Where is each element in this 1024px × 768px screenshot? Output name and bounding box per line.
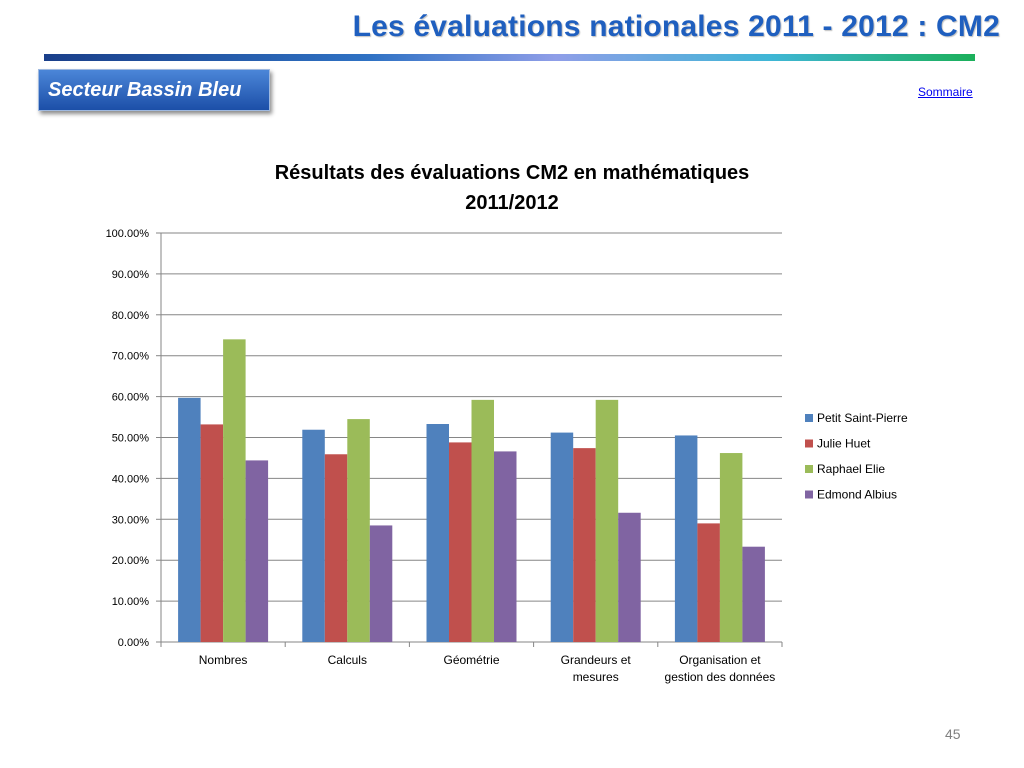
bar <box>369 525 393 642</box>
y-tick-label: 10.00% <box>112 596 150 608</box>
bar <box>426 424 449 642</box>
x-tick-label: Nombres <box>199 653 248 667</box>
bar <box>178 397 201 642</box>
slide-title: Les évaluations nationales 2011 - 2012 :… <box>352 10 1000 43</box>
y-tick-label: 50.00% <box>112 433 150 445</box>
bar <box>674 435 698 642</box>
x-tick-label: Organisation et <box>679 653 761 667</box>
bar <box>573 448 596 642</box>
sector-label-box: Secteur Bassin Bleu <box>38 69 270 111</box>
y-tick-label: 30.00% <box>112 514 150 526</box>
legend-swatch <box>805 439 813 448</box>
chart-title-line-1: Résultats des évaluations CM2 en mathéma… <box>274 162 750 184</box>
legend-swatch <box>805 414 813 422</box>
y-tick-label: 90.00% <box>112 269 150 281</box>
legend-label: Petit Saint-Pierre <box>817 411 908 425</box>
y-tick-label: 20.00% <box>112 555 150 567</box>
y-tick-label: 80.00% <box>112 310 150 322</box>
bar <box>742 546 765 642</box>
bar <box>449 442 472 642</box>
bar <box>471 399 494 642</box>
bar <box>697 523 720 642</box>
x-tick-label: Géométrie <box>443 653 499 667</box>
bar <box>347 419 370 642</box>
y-tick-label: 60.00% <box>112 392 150 404</box>
y-tick-label: 40.00% <box>112 473 150 485</box>
page-number: 45 <box>945 726 961 742</box>
bar <box>618 512 641 642</box>
x-tick-label: Calculs <box>328 653 367 667</box>
chart-title: Résultats des évaluations CM2 en mathéma… <box>212 158 812 218</box>
legend-swatch <box>805 465 813 473</box>
bar <box>595 399 619 642</box>
bar <box>245 460 269 642</box>
bar <box>494 451 517 642</box>
bar <box>719 453 743 642</box>
title-gradient-rule <box>44 54 975 61</box>
legend-label: Julie Huet <box>817 437 871 451</box>
legend-swatch <box>805 490 813 499</box>
y-tick-label: 70.00% <box>112 351 150 363</box>
x-tick-label: mesures <box>573 670 619 684</box>
bar <box>324 454 348 642</box>
bar <box>302 429 325 642</box>
legend-label: Raphael Elie <box>817 462 885 476</box>
sommaire-link[interactable]: Sommaire <box>918 85 973 99</box>
legend-label: Edmond Albius <box>817 488 897 502</box>
x-tick-label: gestion des données <box>665 670 776 684</box>
bar <box>200 424 224 642</box>
y-tick-label: 0.00% <box>118 637 149 649</box>
x-tick-label: Grandeurs et <box>561 653 632 667</box>
bar <box>223 339 246 642</box>
y-tick-label: 100.00% <box>106 228 150 240</box>
chart-title-line-2: 2011/2012 <box>465 192 559 214</box>
bar <box>550 432 574 642</box>
